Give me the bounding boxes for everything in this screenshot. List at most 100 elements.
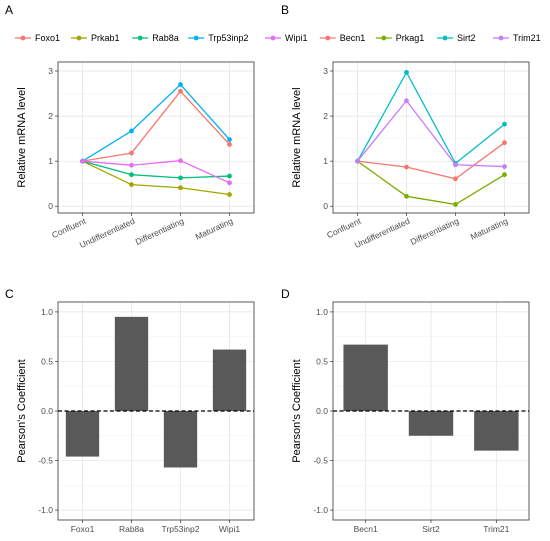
series-line — [82, 160, 230, 184]
y-tick-label: -1.0 — [313, 505, 328, 515]
panel-label: C — [5, 287, 14, 301]
legend-label: Prkag1 — [396, 33, 425, 43]
y-axis-title: Pearson's Coefficient — [16, 359, 28, 462]
y-tick-label: 0.0 — [316, 406, 328, 416]
y-tick-label: 0 — [323, 201, 328, 211]
bar — [114, 316, 149, 411]
y-tick-label: 1 — [323, 156, 328, 166]
x-tick-label: Wipi1 — [219, 524, 241, 534]
x-tick-label: Becn1 — [354, 524, 378, 534]
x-tick-label: Foxo1 — [71, 524, 95, 534]
legend-key-point — [498, 35, 504, 41]
x-tick-label: Maturating — [469, 216, 510, 242]
x-tick-label: Trp53inp2 — [162, 524, 200, 534]
x-tick-label: Trim21 — [483, 524, 509, 534]
legend-key-point — [76, 35, 82, 41]
legend-label: Becn1 — [340, 33, 366, 43]
y-tick-label: 0.0 — [41, 406, 53, 416]
data-point — [129, 128, 134, 134]
plot-background — [58, 62, 254, 213]
chart-panel-b: B 0 1 2 3 Relative mRNA level ConfluentUndiffe… — [281, 3, 541, 250]
data-point — [227, 137, 232, 142]
data-point — [404, 164, 409, 170]
y-tick-label: 1.0 — [316, 307, 328, 317]
x-tick-label: Undifferentiated — [78, 216, 137, 250]
series-line — [82, 83, 230, 162]
y-axis-title: Pearson's Coefficient — [291, 359, 303, 462]
y-tick-label: 3 — [323, 66, 328, 76]
data-point — [178, 185, 183, 191]
y-tick-label: 2 — [48, 111, 53, 121]
y-axis-title: Relative mRNA level — [16, 87, 28, 187]
series-line — [357, 142, 505, 180]
y-axis-title: Relative mRNA level — [291, 87, 303, 187]
chart-panel-c: C -1.0 -0.5 0.0 0.5 1.0 Pearson's Coefficient F… — [5, 287, 255, 534]
data-point — [404, 193, 409, 199]
legend-key-point — [442, 35, 448, 41]
y-tick-label: 0.5 — [41, 356, 53, 366]
x-tick-label: Sirt2 — [422, 524, 440, 534]
y-tick-label: 2 — [323, 111, 328, 121]
data-point — [355, 158, 360, 164]
data-point — [502, 121, 507, 127]
y-tick-label: 0 — [48, 201, 53, 211]
series-line — [356, 99, 505, 168]
x-tick-label: Undifferentiated — [353, 216, 412, 250]
data-point — [453, 162, 458, 168]
x-tick-label: Rab8a — [119, 524, 144, 534]
legend-key-point — [270, 35, 276, 41]
legend-key-point — [193, 35, 199, 41]
panel-label: A — [5, 3, 13, 17]
data-point — [178, 158, 183, 164]
legend-label: Foxo1 — [35, 33, 60, 43]
y-tick-label: 1.0 — [41, 307, 53, 317]
bar — [474, 411, 519, 451]
x-tick-label: Differentiating — [409, 216, 461, 247]
data-point — [404, 69, 409, 75]
data-point — [129, 182, 134, 188]
x-tick-label: Maturating — [194, 216, 235, 242]
data-point — [502, 140, 507, 146]
y-tick-label: 3 — [48, 66, 53, 76]
plot-border — [332, 61, 530, 214]
plot-background — [333, 62, 529, 213]
data-point — [453, 202, 458, 207]
data-point — [178, 88, 183, 94]
bar — [163, 411, 198, 468]
legend-label: Wipi1 — [285, 33, 308, 43]
legend-key-point — [325, 35, 331, 41]
series-line — [82, 160, 230, 179]
chart-panel-a: A 0 1 2 3 Relative mRNA level ConfluentUndiffe… — [5, 3, 308, 250]
data-point — [453, 176, 458, 182]
x-tick-label: Differentiating — [134, 216, 186, 247]
data-point — [178, 82, 183, 87]
series-line — [82, 160, 230, 196]
legend-label: Rab8a — [152, 33, 179, 43]
data-point — [178, 175, 183, 181]
data-point — [129, 162, 134, 168]
legend-label: Trim21 — [513, 33, 541, 43]
y-tick-label: 0.5 — [316, 356, 328, 366]
series-line — [357, 160, 505, 206]
panel-label: D — [281, 287, 290, 301]
legend-key-point — [381, 35, 387, 41]
data-point — [502, 164, 507, 169]
x-tick-label: Confluent — [325, 215, 363, 240]
bar — [343, 344, 388, 411]
y-tick-label: -0.5 — [38, 456, 53, 466]
series-line — [82, 90, 230, 162]
plot-border — [57, 61, 255, 214]
bar — [212, 349, 247, 411]
data-point — [227, 180, 232, 186]
data-point — [129, 172, 134, 178]
x-tick-label: Confluent — [50, 215, 88, 240]
panel-label: B — [281, 3, 289, 17]
data-point — [404, 98, 409, 104]
data-point — [227, 192, 232, 197]
legend-label: Prkab1 — [91, 33, 120, 43]
y-tick-label: -0.5 — [313, 456, 328, 466]
data-point — [129, 150, 134, 156]
data-point — [227, 142, 232, 147]
legend-label: Trp53inp2 — [208, 33, 248, 43]
bar — [65, 411, 100, 457]
